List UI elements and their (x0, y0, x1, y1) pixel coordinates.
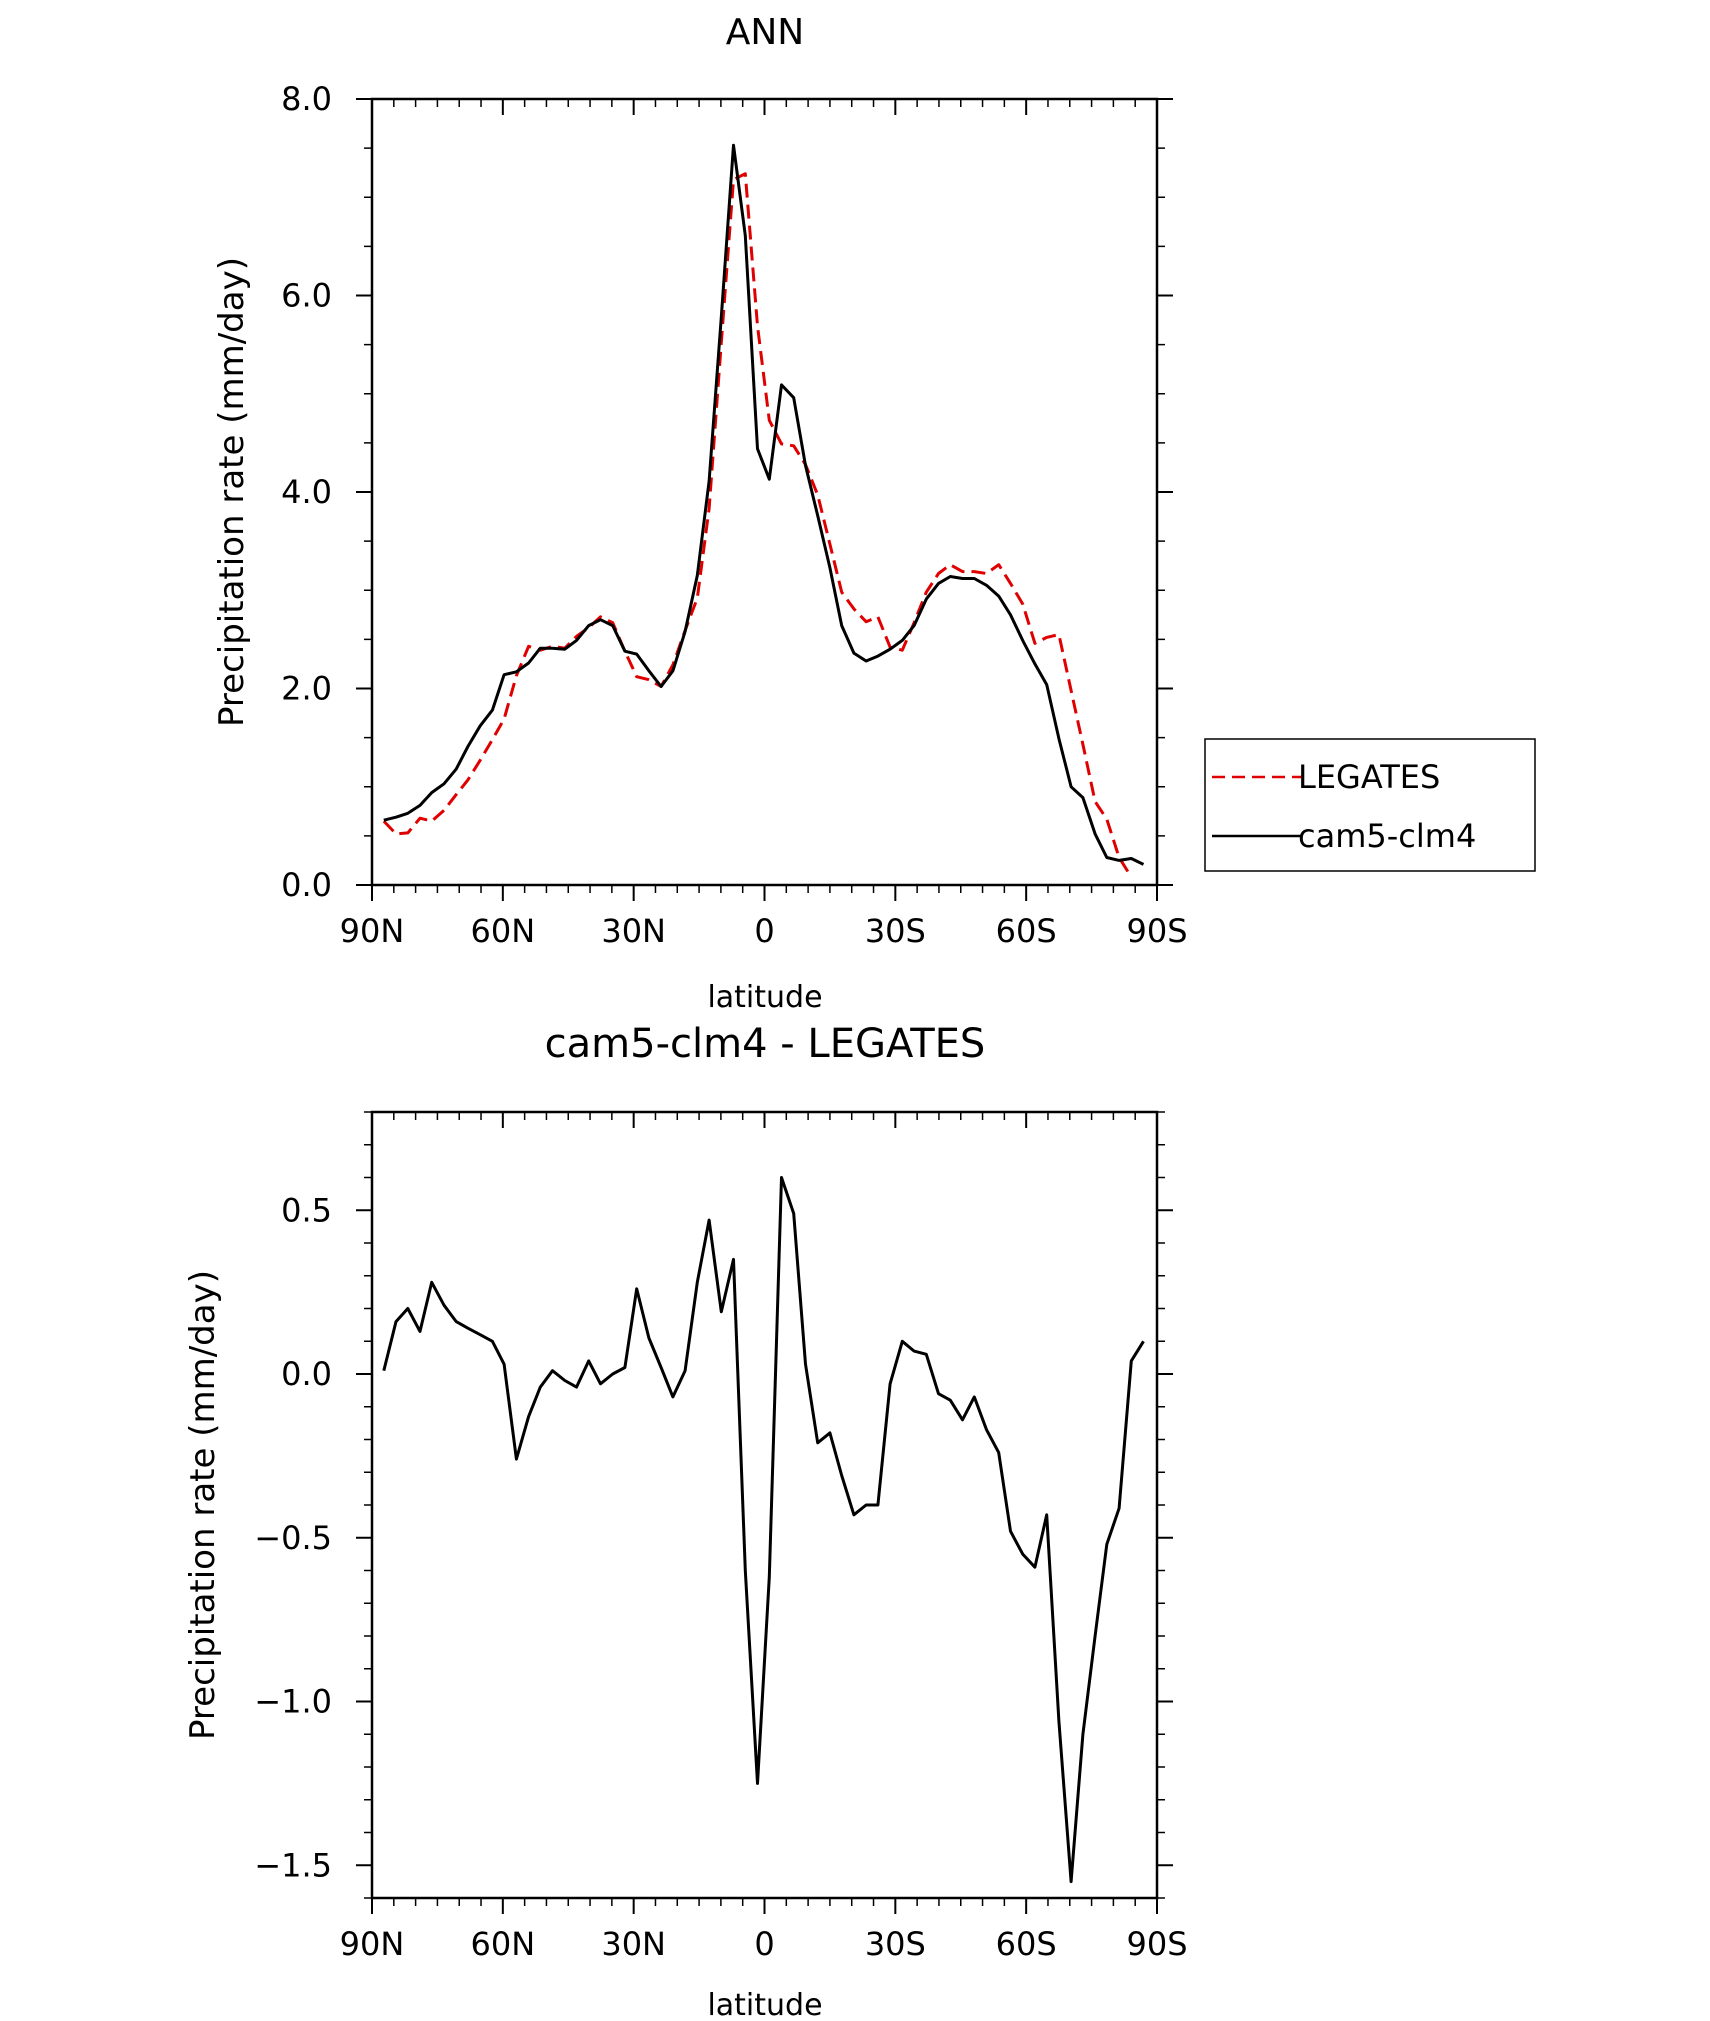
cam5-clm4-series-line (383, 143, 1145, 866)
x-axis-label: latitude (707, 1988, 822, 2021)
x-tick-label: 30N (601, 912, 666, 950)
legend-label-cam5-clm4: cam5-clm4 (1298, 817, 1476, 855)
axis-ticks (356, 1111, 1173, 1914)
x-tick-label: 90N (340, 1925, 405, 1963)
legend-label-legates: LEGATES (1298, 758, 1440, 796)
x-tick-label: 90S (1126, 1925, 1187, 1963)
y-tick-label: −0.5 (254, 1519, 332, 1557)
mean-precip-panel: ANN 90N 60N 30N 0 30S 60S 90S 0.02.04.06.08.0 … (212, 12, 1536, 1015)
y-tick-label: 8.0 (281, 80, 332, 118)
x-tick-label: 0 (754, 1925, 774, 1963)
chart-title: cam5-clm4 - LEGATES (545, 1021, 986, 1067)
y-tick-labels: 0.5 0.0 −0.5 −1.0 −1.5 (254, 1191, 332, 1884)
y-tick-label: −1.5 (254, 1846, 332, 1884)
axis-ticks (356, 98, 1173, 901)
y-tick-labels: 0.0 2.0 4.0 6.0 8.0 (281, 80, 332, 904)
y-tick-label: 0.5 (281, 1191, 332, 1229)
x-axis-label: latitude (707, 980, 822, 1015)
x-tick-label: 90S (1126, 912, 1187, 950)
data-lines (382, 1176, 1145, 1884)
chart-title: ANN (726, 12, 805, 53)
y-axis-label: Precipitation rate (mm/day) (212, 257, 252, 727)
x-tick-labels: 90N 60N 30N 0 30S 60S 90S (340, 1925, 1188, 1963)
legend: LEGATES cam5-clm4 (1204, 738, 1536, 872)
legend-box (1204, 738, 1536, 872)
y-tick-label: 6.0 (281, 277, 332, 315)
y-tick-label: 0.0 (281, 866, 332, 904)
y-tick-label: 4.0 (281, 473, 332, 511)
data-lines (382, 143, 1145, 878)
x-tick-label: 60N (471, 912, 536, 950)
x-tick-label: 60S (996, 912, 1057, 950)
x-tick-label: 30N (601, 1925, 666, 1963)
x-tick-label: 60N (471, 1925, 536, 1963)
x-tick-label: 30S (865, 1925, 926, 1963)
x-tick-label: 0 (754, 912, 774, 950)
y-tick-label: 0.0 (281, 1355, 332, 1393)
legates-series-line (382, 172, 1133, 878)
difference-series-line (382, 1176, 1145, 1884)
x-tick-label: 60S (996, 1925, 1057, 1963)
y-tick-label: −1.0 (254, 1683, 332, 1721)
y-axis-label: Precipitation rate (mm/day) (183, 1270, 223, 1740)
difference-panel: cam5-clm4 - LEGATES 90N 60N 30N 0 30S 60S 90S … (183, 1021, 1188, 2021)
x-tick-label: 90N (340, 912, 405, 950)
y-tick-label: 2.0 (281, 670, 332, 708)
x-tick-label: 30S (865, 912, 926, 950)
x-tick-labels: 90N 60N 30N 0 30S 60S 90S (340, 912, 1188, 950)
